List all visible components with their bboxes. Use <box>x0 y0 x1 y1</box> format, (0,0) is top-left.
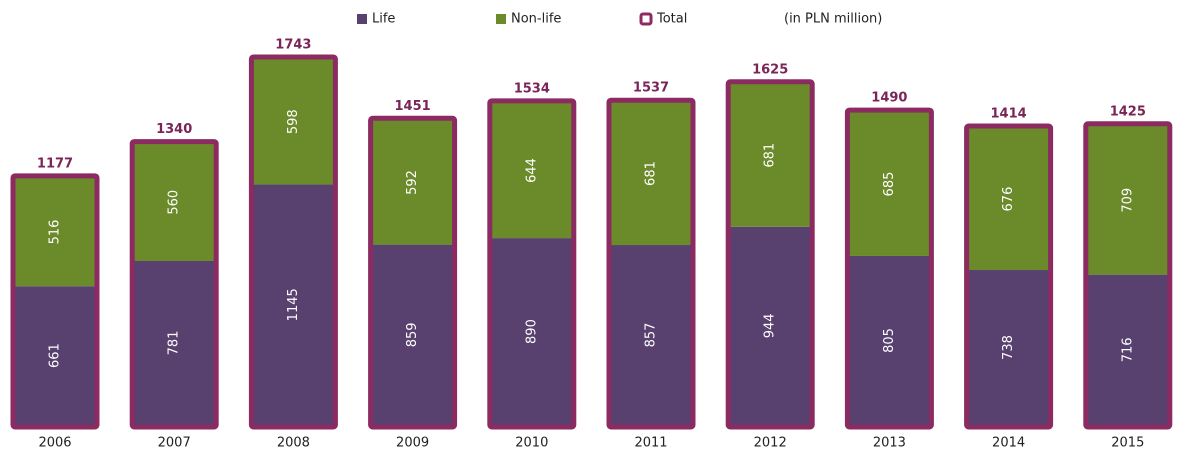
bar-segment <box>15 177 95 287</box>
total-outline <box>129 139 219 430</box>
total-outline <box>368 115 458 430</box>
value-label: 857 <box>644 323 659 348</box>
legend-swatch <box>639 12 653 26</box>
total-outline <box>725 79 815 430</box>
total-label: 1743 <box>275 37 311 52</box>
x-tick-label: 2006 <box>38 436 71 451</box>
x-tick-label: 2009 <box>396 436 429 451</box>
bar-segment <box>1087 125 1168 275</box>
bar-segment <box>134 143 215 261</box>
unit-note: (in PLN million) <box>784 12 882 27</box>
bar-segment <box>849 255 930 425</box>
x-tick-label: 2014 <box>992 436 1025 451</box>
bar-segment <box>611 102 691 246</box>
value-label: 716 <box>1120 337 1135 362</box>
total-label: 1425 <box>1110 104 1146 119</box>
value-label: 805 <box>882 328 897 353</box>
bar-segment <box>968 270 1049 425</box>
total-outline <box>248 54 338 430</box>
value-label: 738 <box>1001 335 1016 360</box>
total-outline <box>1083 121 1173 430</box>
bar-segment <box>134 260 215 425</box>
value-label: 644 <box>524 158 539 183</box>
value-label: 685 <box>882 172 897 197</box>
total-label: 1451 <box>395 99 431 114</box>
bar-segment <box>1087 274 1168 425</box>
value-label: 890 <box>524 319 539 344</box>
value-label: 709 <box>1120 188 1135 213</box>
total-outline <box>606 97 696 430</box>
x-tick-label: 2015 <box>1111 436 1144 451</box>
total-outline <box>487 98 577 430</box>
bar-segment <box>253 184 334 425</box>
value-label: 859 <box>405 322 420 347</box>
x-tick-label: 2012 <box>754 436 787 451</box>
bar-segment <box>611 245 691 425</box>
value-label: 661 <box>48 343 63 368</box>
bar-segment <box>15 286 95 425</box>
value-label: 592 <box>405 170 420 195</box>
value-label: 1145 <box>286 288 301 321</box>
x-tick-label: 2010 <box>515 436 548 451</box>
bar-segment <box>730 83 811 227</box>
bar-segment <box>372 120 453 245</box>
value-label: 676 <box>1001 187 1016 212</box>
bar-segment <box>491 102 572 239</box>
total-outline <box>10 173 100 430</box>
total-label: 1177 <box>37 156 73 171</box>
value-label: 516 <box>48 220 63 245</box>
bar-segment <box>968 128 1049 271</box>
legend-label: Non-life <box>511 12 561 27</box>
total-label: 1490 <box>871 91 907 106</box>
legend-label: Life <box>372 12 395 27</box>
x-tick-label: 2013 <box>873 436 906 451</box>
bar-segment <box>372 244 453 425</box>
value-label: 781 <box>167 331 182 356</box>
value-label: 681 <box>644 161 659 186</box>
total-label: 1625 <box>752 62 788 77</box>
total-label: 1537 <box>633 81 669 96</box>
value-label: 598 <box>286 109 301 134</box>
bar-segment <box>730 226 811 425</box>
value-label: 681 <box>763 143 778 168</box>
total-label: 1534 <box>514 81 550 96</box>
x-tick-label: 2011 <box>634 436 667 451</box>
x-tick-label: 2007 <box>158 436 191 451</box>
value-label: 944 <box>763 313 778 338</box>
legend-label: Total <box>656 12 687 27</box>
bar-segment <box>253 58 334 185</box>
total-outline <box>964 123 1054 430</box>
total-outline <box>844 107 934 430</box>
total-label: 1340 <box>156 122 192 137</box>
value-label: 560 <box>167 190 182 215</box>
total-label: 1414 <box>991 107 1027 122</box>
legend-swatch <box>357 14 367 24</box>
bar-segment <box>491 238 572 425</box>
x-tick-label: 2008 <box>277 436 310 451</box>
legend-swatch <box>496 14 506 24</box>
bar-segment <box>849 112 930 256</box>
